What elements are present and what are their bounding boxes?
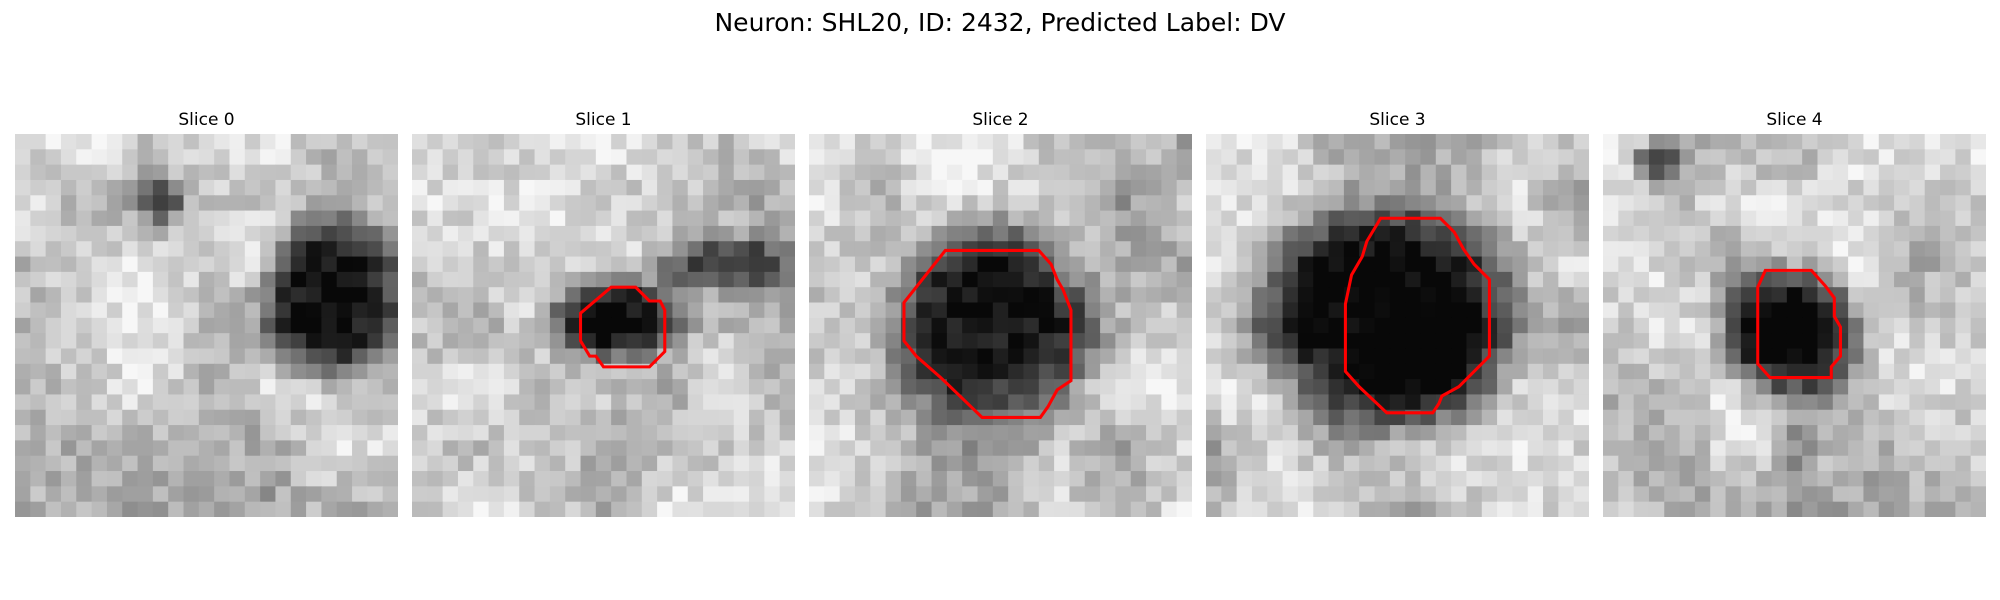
slice-title: Slice 2 (972, 110, 1029, 130)
slice-title: Slice 4 (1766, 110, 1823, 130)
slice-panel-2: Slice 2 (809, 108, 1192, 517)
figure-title: Neuron: SHL20, ID: 2432, Predicted Label… (714, 8, 1286, 37)
roi-contour (578, 285, 667, 369)
slice-image (1206, 134, 1589, 517)
slice-image (1603, 134, 1986, 517)
roi-contour (1343, 216, 1491, 415)
slice-title: Slice 3 (1369, 110, 1426, 130)
slice-panel-0: Slice 0 (15, 108, 398, 517)
slice-panel-4: Slice 4 (1603, 108, 1986, 517)
slice-image (412, 134, 795, 517)
slice-image (15, 134, 398, 517)
slice-image (809, 134, 1192, 517)
roi-contour (1756, 268, 1842, 380)
slice-title: Slice 1 (575, 110, 632, 130)
slice-panel-1: Slice 1 (412, 108, 795, 517)
slice-panel-3: Slice 3 (1206, 108, 1589, 517)
slice-title: Slice 0 (178, 110, 235, 130)
roi-contour (902, 248, 1073, 419)
